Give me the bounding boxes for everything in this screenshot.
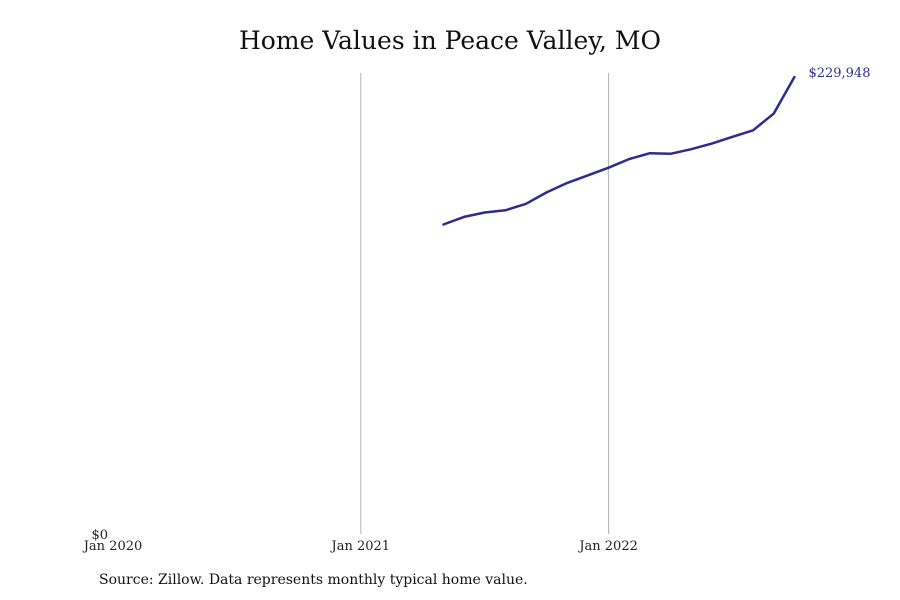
y-tick-label: $0 <box>91 528 108 543</box>
axis-labels: Jan 2020 Jan 2021 Jan 2022 $0 <box>82 528 638 554</box>
series-layer: $229,948 <box>442 66 870 226</box>
source-note: Source: Zillow. Data represents monthly … <box>99 572 528 588</box>
x-tick-label: Jan 2020 <box>82 539 143 554</box>
series-line <box>442 75 796 226</box>
gridlines <box>360 73 610 534</box>
end-value-label: $229,948 <box>808 66 870 81</box>
x-tick-label: Jan 2021 <box>330 539 391 554</box>
chart-title: Home Values in Peace Valley, MO <box>238 26 662 55</box>
x-tick-label: Jan 2022 <box>577 539 638 554</box>
